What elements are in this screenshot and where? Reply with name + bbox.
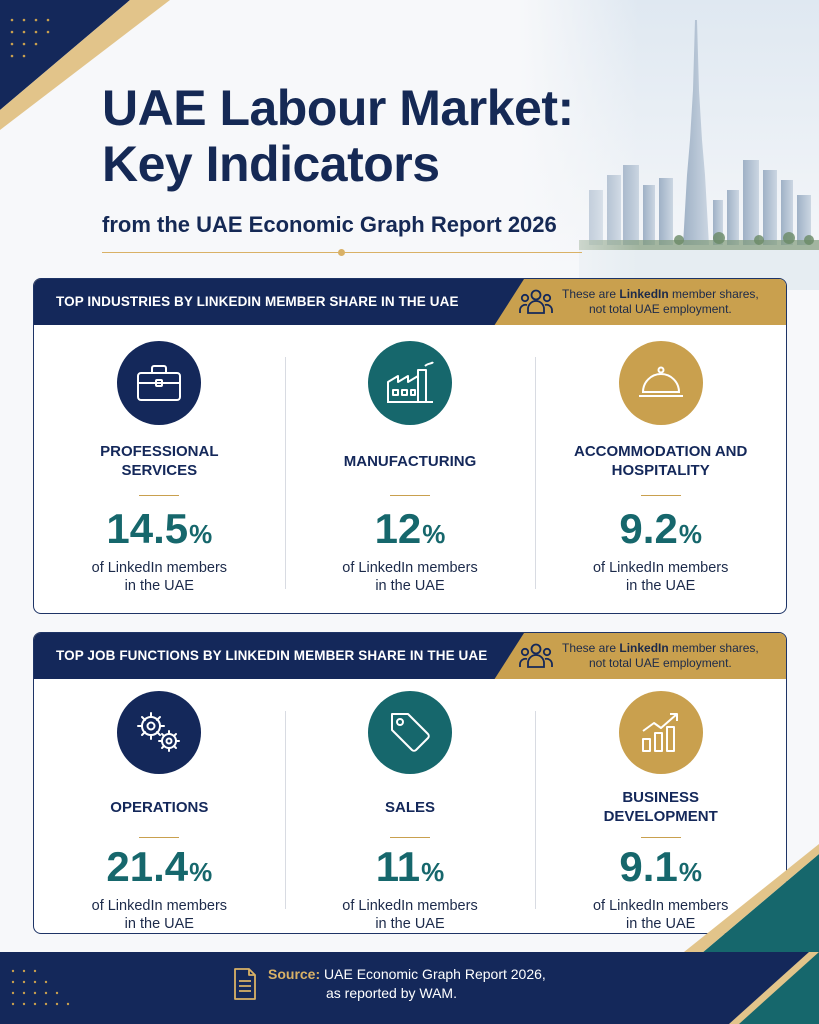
stat-caption: of LinkedIn members in the UAE <box>592 560 729 594</box>
dots-decoration <box>11 969 70 1006</box>
cloche-icon <box>638 366 683 397</box>
category-label: BUSINESS DEVELOPMENT <box>603 789 718 826</box>
stat-value: 12% <box>374 505 446 552</box>
stat-caption: of LinkedIn members in the UAE <box>342 898 478 932</box>
panel-header-bar: TOP JOB FUNCTIONS BY LINKEDIN MEMBER SHA… <box>34 633 786 679</box>
function-card-business-development: BUSINESS DEVELOPMENT 9.1% of LinkedIn me… <box>535 679 786 933</box>
function-card-sales: SALES 11% of LinkedIn members in the UAE <box>284 679 536 933</box>
category-label: ACCOMMODATION AND HOSPITALITY <box>574 443 748 479</box>
stat-value: 11% <box>375 843 445 890</box>
industry-card-accommodation-hospitality: ACCOMMODATION AND HOSPITALITY 9.2% of Li… <box>535 325 786 613</box>
price-tag-icon <box>391 713 430 753</box>
stat-value: 9.2% <box>619 505 702 552</box>
panel-heading: TOP INDUSTRIES BY LINKEDIN MEMBER SHARE … <box>56 294 459 309</box>
factory-icon <box>387 361 434 403</box>
panel-header-bar: TOP INDUSTRIES BY LINKEDIN MEMBER SHARE … <box>34 279 786 325</box>
industry-card-manufacturing: MANUFACTURING 12% of LinkedIn members in… <box>284 325 536 613</box>
header-divider <box>102 249 582 256</box>
stat-caption: of LinkedIn members in the UAE <box>91 898 228 932</box>
people-group-icon <box>519 643 553 668</box>
panel-note: These are LinkedIn member shares, not to… <box>518 285 786 319</box>
stat-caption: of LinkedIn members in the UAE <box>91 560 228 594</box>
title-line-2: Key Indicators <box>102 136 440 192</box>
category-label: MANUFACTURING <box>343 452 477 470</box>
functions-panel: TOP JOB FUNCTIONS BY LINKEDIN MEMBER SHA… <box>33 632 787 934</box>
industry-card-professional-services: PROFESSIONAL SERVICES 14.5% of LinkedIn … <box>34 325 285 613</box>
footer: Source: UAE Economic Graph Report 2026, … <box>0 952 819 1024</box>
people-group-icon <box>519 289 553 314</box>
briefcase-icon <box>137 365 182 401</box>
corner-decoration <box>729 952 819 1024</box>
stat-value: 21.4% <box>106 843 213 890</box>
title-line-1: UAE Labour Market: <box>102 80 574 136</box>
stat-value: 9.1% <box>619 843 702 890</box>
source-citation: Source: UAE Economic Graph Report 2026, … <box>268 966 546 1001</box>
stat-caption: of LinkedIn members in the UAE <box>342 560 478 594</box>
document-icon <box>234 968 256 1000</box>
stat-value: 14.5% <box>106 505 213 552</box>
panel-note: These are LinkedIn member shares, not to… <box>518 639 786 673</box>
growth-chart-icon <box>641 713 678 753</box>
page-title: UAE Labour Market: Key Indicators <box>102 80 574 192</box>
gears-icon <box>137 712 181 753</box>
category-label: SALES <box>384 798 435 816</box>
panel-heading: TOP JOB FUNCTIONS BY LINKEDIN MEMBER SHA… <box>56 648 488 663</box>
industries-panel: TOP INDUSTRIES BY LINKEDIN MEMBER SHARE … <box>33 278 787 614</box>
category-label: PROFESSIONAL SERVICES <box>100 443 219 479</box>
function-card-operations: OPERATIONS 21.4% of LinkedIn members in … <box>34 679 285 933</box>
page-subtitle: from the UAE Economic Graph Report 2026 <box>102 212 557 237</box>
category-label: OPERATIONS <box>110 798 209 816</box>
stat-caption: of LinkedIn members in the UAE <box>592 898 729 932</box>
